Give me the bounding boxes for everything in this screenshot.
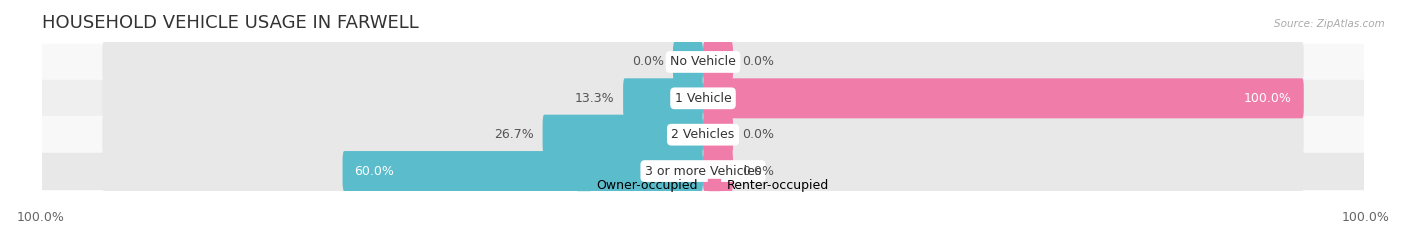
FancyBboxPatch shape [543, 115, 703, 155]
Bar [42, 80, 1364, 116]
Text: Source: ZipAtlas.com: Source: ZipAtlas.com [1274, 19, 1385, 29]
Text: 60.0%: 60.0% [354, 164, 395, 178]
Text: HOUSEHOLD VEHICLE USAGE IN FARWELL: HOUSEHOLD VEHICLE USAGE IN FARWELL [42, 14, 419, 32]
Text: 26.7%: 26.7% [494, 128, 534, 141]
Legend: Owner-occupied, Renter-occupied: Owner-occupied, Renter-occupied [572, 174, 834, 197]
Text: 0.0%: 0.0% [742, 55, 775, 69]
Text: 2 Vehicles: 2 Vehicles [672, 128, 734, 141]
Bar [42, 153, 1364, 189]
Text: 1 Vehicle: 1 Vehicle [675, 92, 731, 105]
FancyBboxPatch shape [673, 42, 703, 82]
FancyBboxPatch shape [103, 78, 1303, 118]
Text: 100.0%: 100.0% [17, 211, 65, 224]
FancyBboxPatch shape [623, 78, 703, 118]
Text: 100.0%: 100.0% [1341, 211, 1389, 224]
FancyBboxPatch shape [103, 115, 1303, 155]
Text: 0.0%: 0.0% [742, 164, 775, 178]
Text: 13.3%: 13.3% [575, 92, 614, 105]
Text: 100.0%: 100.0% [1244, 92, 1292, 105]
Bar [42, 116, 1364, 153]
FancyBboxPatch shape [103, 151, 1303, 191]
Bar [42, 44, 1364, 80]
FancyBboxPatch shape [703, 115, 733, 155]
Text: No Vehicle: No Vehicle [671, 55, 735, 69]
FancyBboxPatch shape [343, 151, 703, 191]
Text: 0.0%: 0.0% [742, 128, 775, 141]
FancyBboxPatch shape [103, 42, 1303, 82]
Text: 0.0%: 0.0% [631, 55, 664, 69]
Text: 3 or more Vehicles: 3 or more Vehicles [645, 164, 761, 178]
FancyBboxPatch shape [703, 42, 733, 82]
FancyBboxPatch shape [703, 151, 733, 191]
FancyBboxPatch shape [703, 78, 1303, 118]
